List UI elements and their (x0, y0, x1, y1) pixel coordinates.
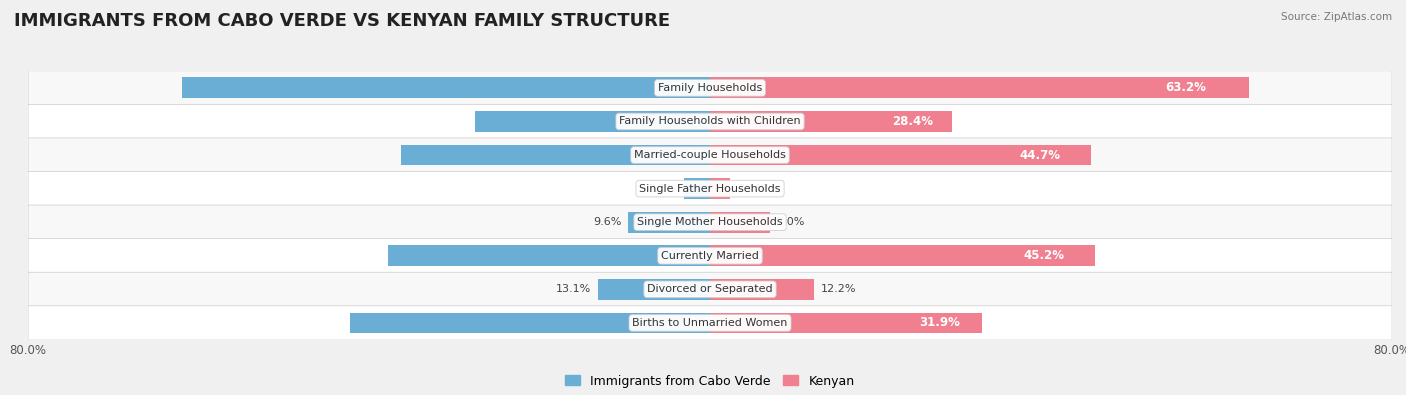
Legend: Immigrants from Cabo Verde, Kenyan: Immigrants from Cabo Verde, Kenyan (561, 370, 859, 393)
FancyBboxPatch shape (28, 272, 1392, 307)
Bar (475, 111, 710, 132)
Text: 2.4%: 2.4% (737, 184, 766, 194)
Bar (710, 312, 981, 333)
Text: 13.1%: 13.1% (557, 284, 592, 294)
Bar (683, 178, 710, 199)
Bar (388, 245, 710, 266)
Text: Currently Married: Currently Married (661, 251, 759, 261)
Text: 44.7%: 44.7% (1019, 149, 1060, 162)
FancyBboxPatch shape (28, 205, 1392, 239)
Bar (710, 111, 952, 132)
Text: Source: ZipAtlas.com: Source: ZipAtlas.com (1281, 12, 1392, 22)
Text: 27.6%: 27.6% (692, 115, 733, 128)
Text: 42.2%: 42.2% (682, 316, 723, 329)
FancyBboxPatch shape (28, 104, 1392, 139)
Text: 28.4%: 28.4% (891, 115, 932, 128)
Text: 31.9%: 31.9% (920, 316, 960, 329)
Text: Single Mother Households: Single Mother Households (637, 217, 783, 227)
Bar (350, 312, 710, 333)
Text: Married-couple Households: Married-couple Households (634, 150, 786, 160)
Bar (710, 212, 769, 233)
Bar (710, 77, 1249, 98)
Text: Family Households with Children: Family Households with Children (619, 117, 801, 126)
Text: 45.2%: 45.2% (1024, 249, 1064, 262)
Text: 7.0%: 7.0% (776, 217, 804, 227)
Text: 9.6%: 9.6% (593, 217, 621, 227)
Text: Divorced or Separated: Divorced or Separated (647, 284, 773, 294)
Bar (710, 178, 731, 199)
Bar (710, 145, 1091, 166)
FancyBboxPatch shape (28, 138, 1392, 172)
FancyBboxPatch shape (28, 239, 1392, 273)
Text: 36.2%: 36.2% (685, 149, 727, 162)
Text: Family Households: Family Households (658, 83, 762, 93)
FancyBboxPatch shape (28, 171, 1392, 206)
Bar (183, 77, 710, 98)
Text: 37.8%: 37.8% (685, 249, 725, 262)
Text: 12.2%: 12.2% (821, 284, 856, 294)
Text: IMMIGRANTS FROM CABO VERDE VS KENYAN FAMILY STRUCTURE: IMMIGRANTS FROM CABO VERDE VS KENYAN FAM… (14, 12, 671, 30)
Bar (402, 145, 710, 166)
Bar (628, 212, 710, 233)
Text: Single Father Households: Single Father Households (640, 184, 780, 194)
Text: Births to Unmarried Women: Births to Unmarried Women (633, 318, 787, 328)
Bar (599, 279, 710, 300)
Bar (710, 279, 814, 300)
Text: 63.2%: 63.2% (1164, 81, 1205, 94)
FancyBboxPatch shape (28, 306, 1392, 340)
Text: 61.9%: 61.9% (668, 81, 709, 94)
Text: 3.1%: 3.1% (648, 184, 676, 194)
Bar (710, 245, 1095, 266)
FancyBboxPatch shape (28, 71, 1392, 105)
